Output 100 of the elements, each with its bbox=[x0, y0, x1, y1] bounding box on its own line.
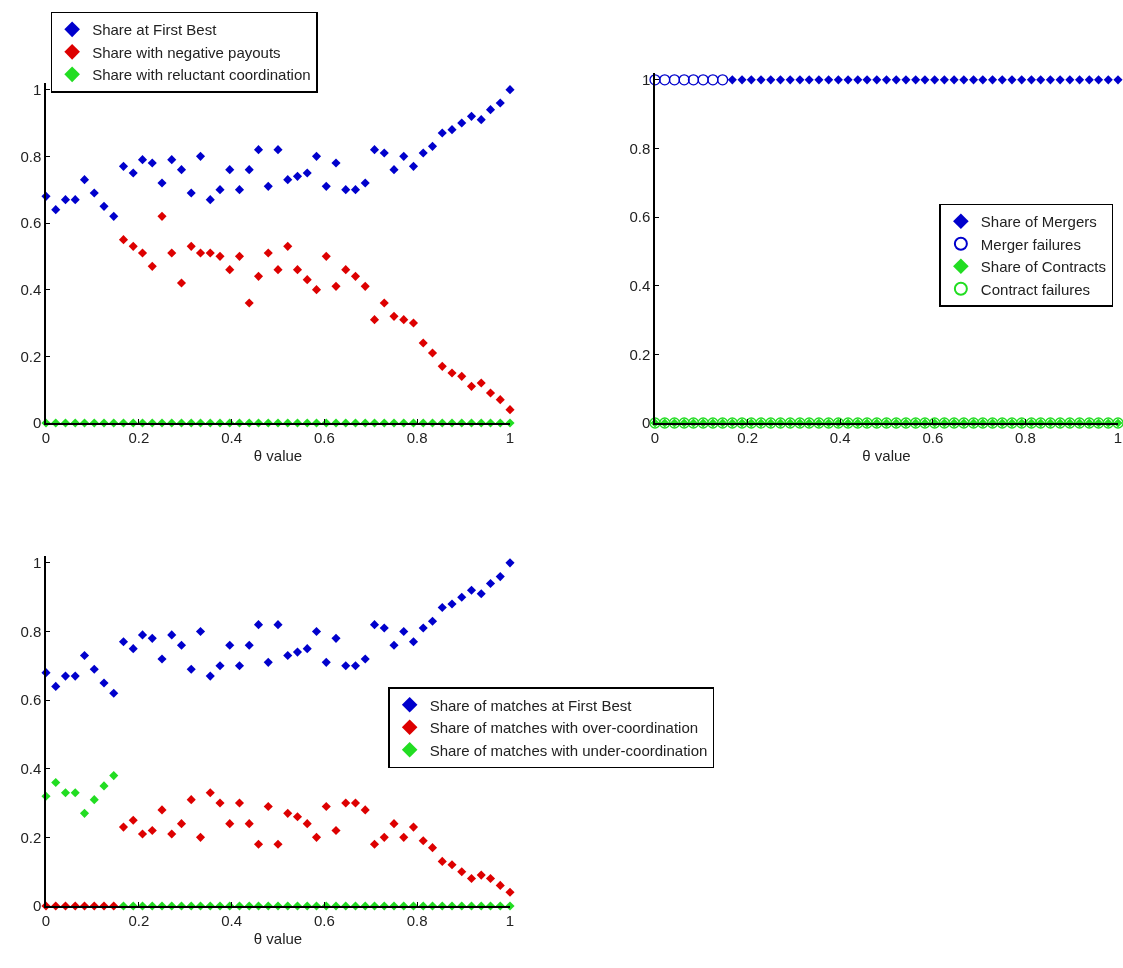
x-tick-label: 1 bbox=[505, 911, 515, 929]
point bbox=[157, 211, 167, 221]
point bbox=[389, 311, 399, 321]
point bbox=[283, 175, 293, 185]
x-tick-label: 0.8 bbox=[406, 428, 428, 446]
point bbox=[205, 195, 215, 205]
point bbox=[292, 265, 303, 275]
point bbox=[137, 630, 148, 640]
point bbox=[350, 271, 361, 281]
point bbox=[369, 620, 380, 630]
point bbox=[427, 616, 438, 626]
point bbox=[485, 874, 496, 884]
point bbox=[195, 832, 206, 842]
point bbox=[331, 158, 341, 168]
point bbox=[79, 808, 90, 818]
point bbox=[79, 175, 90, 185]
y-tick-label: 0 bbox=[32, 897, 42, 915]
point bbox=[418, 338, 428, 348]
point bbox=[311, 151, 322, 161]
point bbox=[321, 657, 331, 667]
point bbox=[408, 161, 419, 171]
point bbox=[437, 856, 447, 866]
point bbox=[350, 185, 361, 195]
point bbox=[99, 678, 109, 688]
legend-label: Contract failures bbox=[980, 280, 1091, 298]
y-tick-label: 0.2 bbox=[629, 345, 651, 363]
point bbox=[399, 151, 409, 161]
point bbox=[147, 825, 157, 836]
x-tick-label: 0.2 bbox=[128, 428, 150, 446]
x-tick-label: 0.4 bbox=[221, 428, 243, 446]
point bbox=[186, 241, 196, 251]
point bbox=[225, 165, 235, 175]
point bbox=[321, 801, 331, 812]
point bbox=[360, 654, 370, 664]
point bbox=[128, 644, 138, 654]
point bbox=[253, 620, 264, 630]
point bbox=[176, 819, 187, 829]
point bbox=[205, 788, 215, 798]
point bbox=[399, 315, 409, 325]
y-tick-label: 0.6 bbox=[20, 214, 42, 232]
point bbox=[253, 839, 264, 849]
point bbox=[99, 781, 109, 791]
point bbox=[244, 640, 254, 650]
point bbox=[292, 647, 303, 657]
point bbox=[457, 371, 467, 381]
point bbox=[427, 348, 438, 358]
point bbox=[99, 201, 109, 211]
point bbox=[215, 798, 225, 808]
point bbox=[341, 798, 351, 808]
point bbox=[399, 626, 409, 637]
x-tick-label: 0.6 bbox=[313, 911, 335, 929]
point bbox=[350, 661, 361, 671]
point bbox=[118, 161, 129, 171]
point bbox=[505, 887, 515, 897]
point bbox=[234, 661, 245, 671]
legend-label: Share of matches with under-coordination bbox=[429, 741, 708, 759]
point bbox=[128, 815, 138, 825]
point bbox=[215, 661, 225, 671]
point bbox=[341, 185, 351, 195]
point bbox=[447, 368, 457, 378]
point bbox=[302, 644, 312, 654]
point bbox=[466, 381, 477, 391]
point bbox=[283, 650, 293, 661]
point bbox=[331, 825, 341, 836]
legend-label: Share with negative payouts bbox=[92, 43, 281, 61]
point bbox=[157, 654, 167, 664]
y-tick-label: 1 bbox=[641, 71, 651, 89]
y-tick-label: 1 bbox=[32, 80, 42, 98]
point bbox=[186, 795, 196, 805]
point bbox=[234, 798, 245, 808]
legend-label: Share of matches with over-coordination bbox=[429, 719, 699, 737]
point bbox=[302, 168, 312, 178]
point bbox=[495, 98, 505, 108]
point bbox=[360, 281, 370, 291]
point bbox=[505, 85, 515, 95]
point bbox=[176, 278, 187, 288]
point bbox=[495, 880, 505, 890]
point bbox=[51, 777, 61, 788]
point bbox=[244, 165, 254, 175]
point bbox=[70, 788, 80, 798]
legend-label: Share of Mergers bbox=[980, 213, 1097, 231]
point bbox=[186, 664, 196, 674]
point bbox=[408, 637, 419, 647]
x-axis-title: θ value bbox=[253, 930, 303, 948]
point bbox=[205, 248, 215, 258]
y-tick-label: 0.6 bbox=[629, 208, 651, 226]
point bbox=[60, 788, 71, 798]
point bbox=[89, 795, 99, 805]
point bbox=[118, 822, 129, 832]
point bbox=[399, 832, 409, 842]
point bbox=[176, 640, 187, 650]
point bbox=[408, 822, 419, 832]
point bbox=[476, 378, 486, 388]
point bbox=[195, 248, 206, 258]
point bbox=[70, 195, 80, 205]
point bbox=[263, 181, 273, 191]
point bbox=[109, 211, 119, 221]
point bbox=[476, 589, 486, 599]
point bbox=[360, 805, 370, 815]
point bbox=[369, 145, 380, 155]
